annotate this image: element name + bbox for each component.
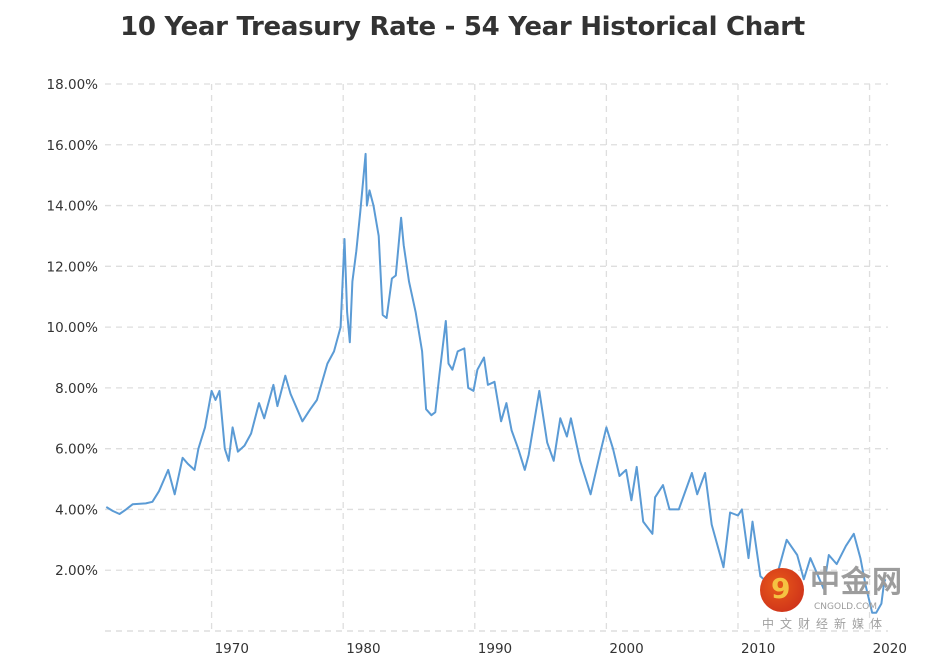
x-tick-label: 1990 (478, 641, 512, 657)
watermark-brand: 中金网 (810, 565, 903, 600)
watermark: 9 中金网 CNGOLD.COM 中文财经新媒体 (760, 566, 935, 636)
y-tick-label: 4.00% (55, 502, 98, 518)
x-tick-label: 1970 (215, 641, 249, 657)
watermark-site: CNGOLD.COM (814, 602, 878, 612)
y-tick-label: 18.00% (47, 77, 99, 93)
y-tick-label: 2.00% (55, 563, 98, 579)
x-axis-ticks: 1970 1980 1990 2000 2010 2020 (215, 641, 907, 657)
x-tick-label: 2010 (741, 641, 775, 657)
cngold-logo-icon: 9 (760, 568, 804, 612)
series-line (105, 152, 887, 614)
watermark-tagline: 中文财经新媒体 (762, 617, 889, 631)
y-axis-ticks: 2.00% 4.00% 6.00% 8.00% 10.00% 12.00% 14.00% 16… (47, 77, 99, 579)
y-tick-label: 10.00% (47, 320, 99, 336)
x-tick-label: 1980 (346, 641, 380, 657)
x-tick-label: 2000 (609, 641, 643, 657)
gridlines (105, 83, 888, 632)
y-tick-label: 12.00% (47, 259, 99, 275)
y-tick-label: 8.00% (55, 381, 98, 397)
y-tick-label: 6.00% (55, 442, 98, 458)
y-tick-label: 16.00% (47, 138, 99, 154)
y-tick-label: 14.00% (47, 199, 99, 215)
chart-title: 10 Year Treasury Rate - 54 Year Historic… (120, 12, 805, 42)
x-tick-label: 2020 (873, 641, 907, 657)
